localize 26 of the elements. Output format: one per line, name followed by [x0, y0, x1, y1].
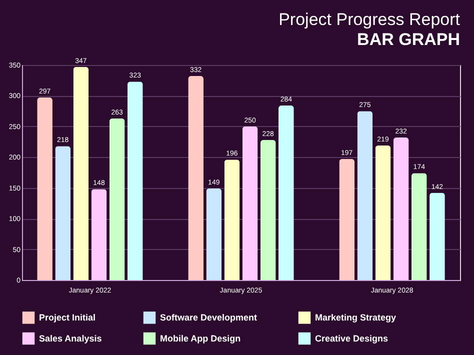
- bar: [339, 158, 355, 280]
- bar: [109, 118, 125, 280]
- bar: [224, 160, 240, 280]
- legend-label: Project Initial: [39, 312, 96, 323]
- bar: [242, 126, 258, 280]
- bar: [375, 145, 391, 280]
- bar: [393, 137, 409, 280]
- bar: [411, 173, 427, 280]
- bar: [55, 146, 71, 280]
- bar: [278, 106, 294, 280]
- bar: [357, 111, 373, 280]
- legend-label: Mobile App Design: [160, 334, 241, 344]
- chart-subtitle: BAR GRAPH: [357, 30, 460, 49]
- legend-label: Software Development: [160, 312, 258, 323]
- legend-label: Sales Analysis: [39, 334, 102, 344]
- bar: [73, 66, 89, 280]
- bar: [430, 192, 445, 280]
- legend-label: Creative Designs: [315, 334, 388, 344]
- bar: [206, 188, 222, 280]
- legend-label: Marketing Strategy: [315, 312, 396, 323]
- bar: [127, 82, 143, 280]
- chart-title: Project Progress Report: [278, 10, 460, 29]
- bar: [91, 189, 107, 280]
- bar: [37, 98, 52, 280]
- bar: [260, 140, 276, 280]
- bar: [188, 76, 204, 280]
